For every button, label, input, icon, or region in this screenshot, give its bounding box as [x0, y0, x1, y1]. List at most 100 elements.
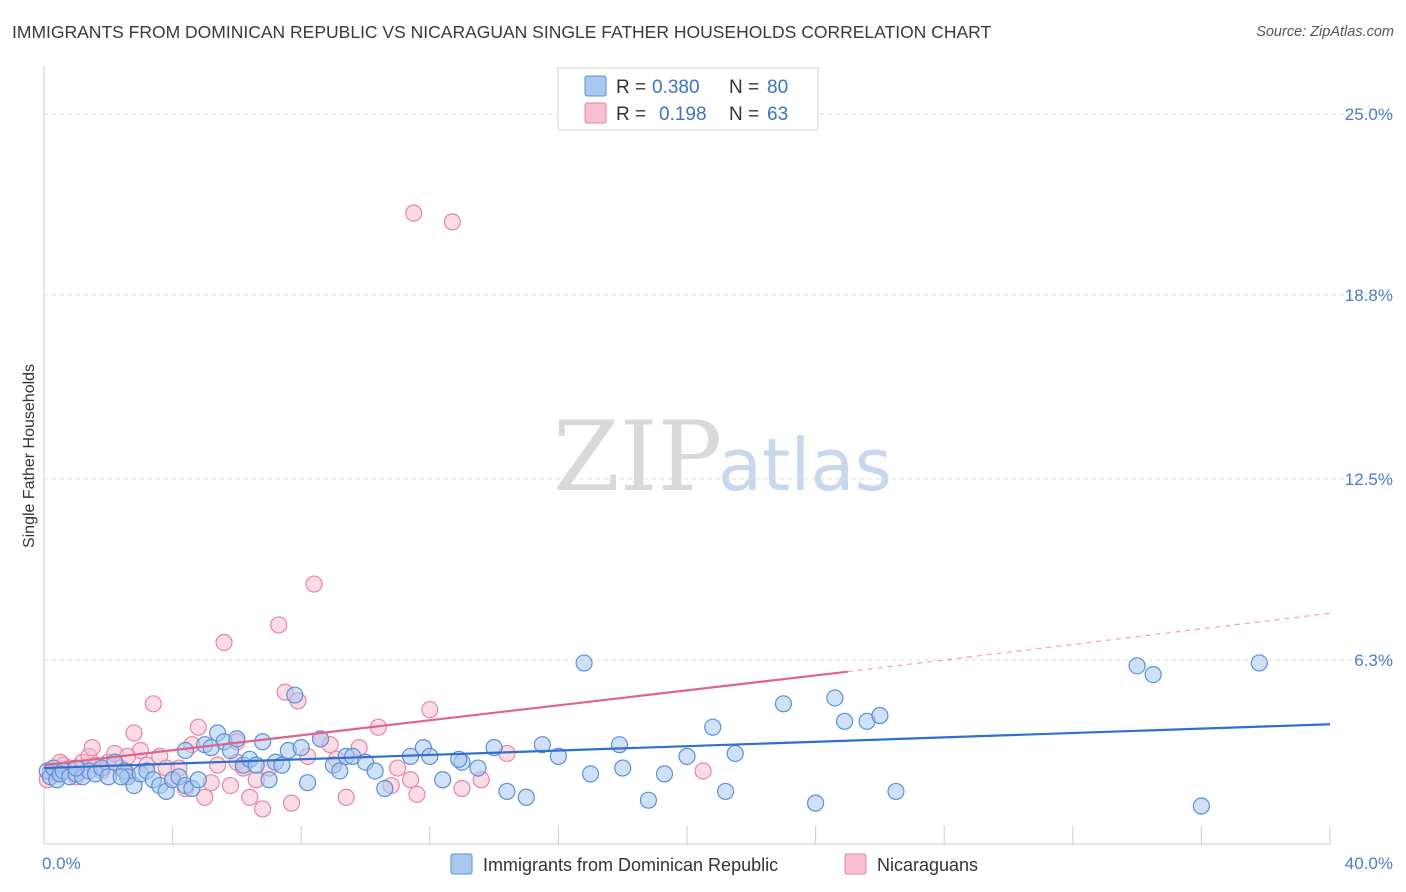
nicaraguan-point: [443, 213, 461, 231]
dominican-point: [806, 794, 825, 812]
dominican-point: [704, 718, 722, 736]
nicaraguan-point: [405, 204, 423, 222]
chart-source: Source: ZipAtlas.com: [1256, 24, 1394, 40]
series-legend-swatch-blue: [450, 853, 473, 875]
dominican-point: [639, 791, 658, 809]
nicaraguan-point: [83, 739, 101, 757]
nicaraguan-trend-line: [43, 670, 848, 767]
y-tick-label: 6.3%: [1354, 651, 1393, 670]
stats-legend: R = 0.380 N = 80 R = 0.198 N = 63: [557, 67, 819, 131]
nicaraguan-point: [125, 724, 143, 742]
x-tick-label: 0.0%: [42, 854, 81, 873]
dominican-point: [366, 762, 384, 780]
legend-swatch-pink: [584, 102, 607, 124]
x-tick-labels: 0.0% 40.0%: [42, 854, 1393, 873]
dominican-point: [774, 695, 793, 713]
dominican-point: [331, 762, 349, 780]
trend-lines: [43, 612, 1331, 770]
nicaraguan-point: [453, 779, 471, 798]
dominican-point: [887, 782, 905, 801]
nicaraguan-point: [337, 788, 355, 806]
dominican-point: [189, 771, 207, 789]
dominican-point: [469, 759, 487, 777]
y-tick-label: 25.0%: [1345, 105, 1393, 124]
nicaraguan-point: [421, 701, 439, 719]
dominican-point: [434, 771, 452, 789]
nicaraguan-point: [305, 575, 323, 593]
dominican-point: [581, 765, 600, 783]
nicaraguan-point: [241, 788, 259, 806]
nicaraguan-point: [189, 718, 207, 736]
dominican-point: [726, 744, 744, 763]
y-tick-labels: 6.3% 12.5% 18.8% 25.0%: [1345, 105, 1393, 670]
nicaraguan-point: [209, 756, 227, 774]
watermark: ZIP atlas: [553, 401, 892, 513]
dominican-point: [1192, 797, 1211, 815]
legend-n-label-blue: N =: [729, 77, 759, 98]
y-tick-label: 12.5%: [1345, 470, 1393, 489]
dominican-point: [286, 686, 304, 704]
dominican-point: [835, 712, 854, 730]
nicaraguan-point: [408, 785, 426, 803]
legend-n-value-blue: 80: [767, 77, 788, 98]
legend-r-value-pink: 0.198: [659, 104, 707, 125]
dominican-point: [450, 750, 468, 768]
nicaraguan-point: [282, 794, 301, 812]
dominican-point: [614, 759, 632, 777]
y-axis-label: Single Father Households: [21, 364, 38, 548]
dominican-point: [575, 654, 593, 672]
legend-r-label-blue: R =: [616, 77, 646, 98]
watermark-zip: ZIP: [553, 401, 722, 513]
series-legend-label-blue: Immigrants from Dominican Republic: [483, 855, 778, 875]
dominican-point: [826, 689, 844, 707]
nicaraguan-point: [215, 633, 233, 652]
dominican-point: [311, 730, 330, 748]
dominican-point: [871, 706, 889, 725]
dominican-point: [421, 747, 439, 765]
dominican-point: [247, 756, 265, 774]
dominican-point: [678, 747, 696, 765]
legend-n-value-pink: 63: [767, 104, 788, 125]
nicaraguan-point: [254, 800, 272, 818]
series-legend-label-pink: Nicaraguans: [877, 855, 978, 875]
legend-r-value-blue: 0.380: [652, 77, 700, 98]
nicaraguan-point: [270, 616, 288, 634]
dominican-point: [716, 782, 735, 801]
dominican-point: [610, 736, 629, 754]
x-tick-label: 40.0%: [1345, 854, 1393, 873]
watermark-atlas: atlas: [718, 423, 892, 507]
dominican-point: [498, 782, 516, 801]
legend-r-label-pink: R =: [616, 104, 646, 125]
dominican-point: [260, 771, 278, 789]
dominican-point: [533, 736, 551, 754]
dominican-point: [112, 768, 130, 786]
dominican-point: [517, 788, 535, 806]
dominican-point: [292, 739, 310, 757]
dominican-point: [254, 733, 272, 751]
dominican-point: [655, 765, 674, 783]
nicaraguan-point: [694, 762, 712, 780]
chart-title: IMMIGRANTS FROM DOMINICAN REPUBLIC VS NI…: [12, 22, 992, 42]
dominican-point: [1144, 665, 1162, 684]
legend-swatch-blue: [584, 75, 607, 97]
series-legend-swatch-pink: [844, 853, 867, 875]
dominican-point: [1128, 657, 1146, 675]
series-legend: Immigrants from Dominican Republic Nicar…: [450, 853, 978, 875]
dominican-trend-line: [43, 723, 1331, 770]
dominican-point: [549, 747, 568, 765]
gridlines: [44, 113, 1394, 661]
nicaraguan-trend-extension: [847, 612, 1331, 673]
axes: [43, 66, 1331, 845]
dominican-point: [1250, 654, 1268, 672]
legend-n-label-pink: N =: [729, 104, 759, 125]
nicaraguan-point: [401, 771, 420, 789]
y-tick-label: 18.8%: [1345, 286, 1393, 305]
nicaraguan-point: [221, 776, 240, 795]
dominican-point: [176, 741, 195, 760]
nicaraguan-point: [389, 759, 407, 777]
nicaraguan-point: [144, 695, 162, 713]
dominican-point: [376, 779, 394, 798]
dominican-point: [299, 774, 317, 792]
nicaraguan-point: [196, 788, 214, 806]
